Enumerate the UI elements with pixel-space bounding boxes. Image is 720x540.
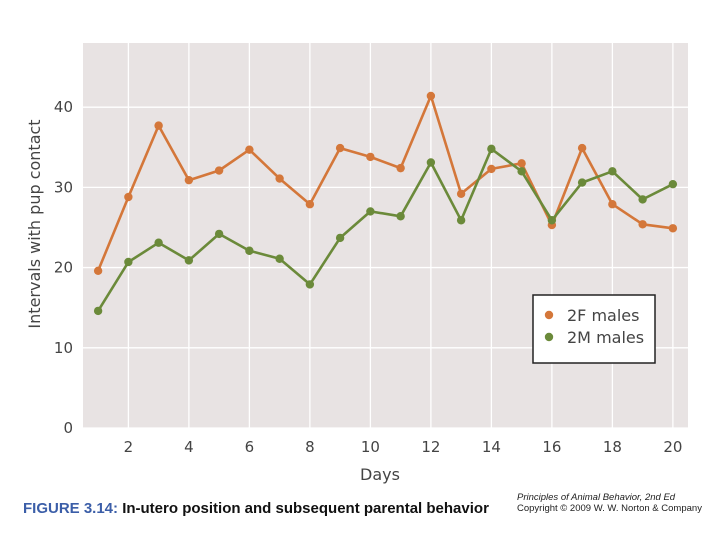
data-point-2m-males (124, 257, 133, 267)
legend: 2F males 2M males (532, 294, 656, 364)
data-point-2m-males (184, 256, 194, 265)
y-tick-label: 30 (54, 178, 73, 196)
data-point-2f-males (245, 145, 254, 154)
data-point-2m-males (335, 233, 345, 243)
data-point-2m-males (608, 167, 617, 176)
data-point-2f-males (154, 121, 163, 130)
data-point-2m-males (214, 229, 224, 239)
data-point-2f-males (275, 174, 284, 183)
data-point-2f-males (124, 192, 133, 202)
data-point-2f-males (184, 175, 194, 185)
data-point-2f-males (305, 200, 315, 209)
data-point-2f-males (396, 163, 405, 173)
legend-marker (544, 332, 554, 342)
data-point-2f-males (335, 143, 345, 153)
data-point-2f-males (638, 220, 647, 229)
figure-label: FIGURE 3.14: (23, 500, 119, 517)
data-point-2f-males (608, 200, 617, 209)
book-credit: Principles of Animal Behavior, 2nd Ed Co… (517, 492, 702, 514)
data-point-2f-males (668, 224, 678, 233)
data-point-2m-males (305, 280, 315, 289)
y-axis-title: Intervals with pup contact (25, 119, 44, 328)
data-point-2f-males (456, 189, 466, 198)
data-point-2m-males (275, 254, 284, 263)
figure-title: In-utero position and subsequent parenta… (118, 500, 489, 517)
x-axis-ticks: 2 4 6 8 10 12 14 16 18 20 (124, 438, 683, 456)
data-point-2m-males (154, 238, 163, 247)
data-point-2m-males (577, 178, 587, 187)
legend-marker (544, 310, 554, 320)
gridlines (83, 43, 688, 429)
x-tick-label: 12 (421, 438, 440, 456)
series-line-2m-males (96, 147, 674, 312)
data-point-2m-males (668, 179, 678, 189)
data-point-2m-males (93, 306, 103, 316)
y-tick-label: 0 (63, 419, 73, 437)
data-point-2f-males (426, 91, 436, 101)
legend-label: 2F males (567, 306, 639, 325)
plot-area (83, 43, 688, 428)
x-tick-label: 8 (305, 438, 315, 456)
data-point-2f-males (487, 164, 496, 174)
x-tick-label: 14 (482, 438, 501, 456)
x-tick-label: 4 (184, 438, 194, 456)
y-tick-label: 40 (54, 98, 73, 116)
x-tick-label: 16 (542, 438, 561, 456)
x-tick-label: 2 (124, 438, 134, 456)
y-tick-label: 20 (54, 259, 73, 277)
figure-caption: FIGURE 3.14: In-utero position and subse… (23, 500, 489, 517)
data-point-2m-males (396, 212, 405, 221)
data-point-2f-males (577, 143, 587, 153)
copyright-notice: Copyright © 2009 W. W. Norton & Company (517, 503, 702, 514)
legend-box (532, 294, 656, 364)
data-point-2m-males (456, 216, 466, 225)
data-point-2m-males (547, 216, 557, 225)
data-point-2f-males (93, 266, 103, 275)
data-point-2f-males (366, 152, 375, 162)
data-point-2m-males (426, 158, 436, 167)
x-axis-title: Days (360, 465, 400, 484)
data-series (93, 91, 678, 316)
x-tick-label: 6 (245, 438, 255, 456)
x-tick-label: 10 (361, 438, 380, 456)
data-point-2m-males (487, 144, 496, 154)
y-axis-ticks: 0 10 20 30 40 (54, 98, 73, 437)
data-point-2m-males (517, 167, 526, 176)
series-line-2f-males (96, 94, 674, 272)
y-tick-label: 10 (54, 339, 73, 357)
legend-label: 2M males (567, 328, 644, 347)
data-point-2m-males (245, 246, 254, 255)
x-tick-label: 20 (663, 438, 682, 456)
data-point-2m-males (638, 195, 647, 204)
data-point-2f-males (214, 166, 224, 175)
book-title: Principles of Animal Behavior, 2nd Ed (517, 492, 676, 503)
data-point-2m-males (366, 207, 375, 216)
data-point-2f-males (517, 159, 526, 168)
x-tick-label: 18 (603, 438, 622, 456)
